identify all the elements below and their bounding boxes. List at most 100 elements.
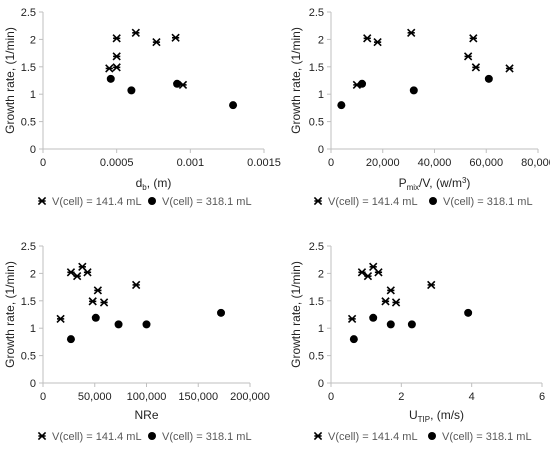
data-point-asterisk — [171, 33, 180, 42]
x-tick-label: 60,000 — [469, 157, 503, 169]
legend: V(cell) = 141.4 mL V(cell) = 318.1 mL — [37, 431, 252, 443]
data-point-asterisk — [363, 34, 372, 43]
y-tick-label: 2 — [318, 34, 324, 46]
data-point-asterisk — [471, 63, 481, 72]
data-point-asterisk — [112, 52, 121, 61]
data-point-circle — [407, 320, 416, 329]
y-tick-label: 2.5 — [309, 7, 324, 19]
data-point-asterisk — [112, 34, 121, 43]
y-tick-label: 2 — [30, 34, 36, 46]
y-tick-label: 2.5 — [21, 7, 36, 19]
legend-marker-circle — [148, 197, 156, 205]
legend-label: V(cell) = 141.4 mL — [52, 431, 142, 443]
data-point-circle — [66, 335, 75, 344]
data-point-asterisk — [463, 52, 473, 61]
data-point-asterisk — [374, 268, 383, 277]
data-point-asterisk — [391, 298, 401, 307]
data-point-circle — [229, 101, 238, 110]
legend-label: V(cell) = 318.1 mL — [443, 196, 533, 208]
data-point-circle — [386, 320, 395, 329]
data-point-asterisk — [407, 28, 416, 37]
x-tick-label: 0.001 — [177, 157, 205, 169]
series-2 — [349, 308, 473, 344]
x-tick-label: 200,000 — [230, 391, 270, 403]
x-axis-title: UTIP, (m/s) — [409, 408, 464, 424]
data-point-circle — [217, 308, 226, 317]
legend-label: V(cell) = 318.1 mL — [162, 431, 252, 443]
x-tick-label: 50,000 — [78, 391, 112, 403]
data-point-asterisk — [363, 271, 373, 281]
legend-label: V(cell) = 141.4 mL — [328, 196, 418, 208]
x-axis-title: Pmix/V, (w/m3) — [399, 176, 471, 192]
y-axis-title: Growth rate, (1/min) — [3, 27, 17, 134]
chart-panel-3: 0 0.5 1 1.5 2 2.5 0 50,000 100,000 150,000 200,000… — [3, 241, 270, 443]
data-point-asterisk — [99, 298, 109, 307]
y-axis-title: Growth rate, (1/min) — [289, 261, 303, 368]
data-point-asterisk — [131, 28, 140, 37]
legend-label: V(cell) = 141.4 mL — [52, 196, 142, 208]
y-tick-label: 1 — [318, 89, 324, 101]
legend: V(cell) = 141.4 mL V(cell) = 318.1 mL — [37, 196, 252, 208]
y-tick-label: 0 — [318, 144, 324, 156]
data-point-circle — [409, 86, 418, 95]
y-tick-label: 1.5 — [21, 296, 36, 308]
data-point-circle — [464, 308, 473, 317]
x-tick-label: 0 — [328, 157, 334, 169]
data-point-circle — [127, 86, 136, 95]
series-1 — [56, 262, 141, 324]
x-tick-label: 100,000 — [127, 391, 167, 403]
data-point-circle — [369, 313, 378, 322]
x-axis-title: NRe — [134, 408, 158, 422]
y-axis-title: Growth rate, (1/min) — [289, 27, 303, 134]
y-tick-label: 2.5 — [309, 241, 324, 253]
legend-label: V(cell) = 318.1 mL — [442, 431, 532, 443]
x-tick-label: 0 — [328, 391, 334, 403]
data-point-asterisk — [105, 64, 114, 73]
x-tick-label: 4 — [469, 391, 475, 403]
data-point-asterisk — [72, 271, 82, 281]
x-tick-label: 40,000 — [418, 157, 452, 169]
y-tick-label: 0 — [318, 378, 324, 390]
y-tick-label: 1.5 — [309, 62, 324, 74]
data-point-circle — [484, 74, 493, 83]
x-tick-label: 80,000 — [521, 157, 550, 169]
legend-marker-circle — [148, 432, 156, 440]
legend-marker-asterisk — [313, 196, 323, 206]
x-tick-label: 0 — [40, 391, 46, 403]
y-tick-label: 1 — [30, 323, 36, 335]
x-tick-label: 0.0005 — [100, 157, 134, 169]
legend-label: V(cell) = 318.1 mL — [162, 196, 252, 208]
legend-marker-asterisk — [313, 431, 323, 441]
data-point-asterisk — [373, 37, 382, 47]
data-point-asterisk — [66, 268, 76, 277]
data-point-asterisk — [505, 64, 514, 73]
data-point-asterisk — [357, 268, 367, 277]
x-tick-label: 6 — [539, 391, 545, 403]
y-tick-label: 0 — [30, 378, 36, 390]
legend: V(cell) = 141.4 mL V(cell) = 318.1 mL — [313, 196, 533, 208]
data-point-asterisk — [152, 37, 161, 47]
data-point-asterisk — [386, 286, 395, 295]
x-tick-label: 0.0015 — [247, 157, 281, 169]
data-point-circle — [114, 320, 123, 329]
data-point-circle — [337, 101, 346, 110]
series-1 — [105, 28, 188, 90]
y-tick-label: 0.5 — [309, 117, 324, 129]
legend-marker-asterisk — [37, 196, 47, 206]
data-point-circle — [349, 335, 358, 344]
data-point-circle — [173, 79, 182, 88]
y-tick-label: 1 — [318, 323, 324, 335]
legend-label: V(cell) = 141.4 mL — [328, 431, 418, 443]
x-tick-label: 150,000 — [178, 391, 218, 403]
y-axis-title: Growth rate, (1/min) — [3, 261, 17, 368]
legend-marker-asterisk — [37, 431, 47, 441]
data-point-asterisk — [347, 314, 357, 324]
legend-marker-circle — [428, 432, 436, 440]
y-tick-label: 1.5 — [309, 296, 324, 308]
y-tick-label: 2 — [30, 268, 36, 280]
y-tick-label: 0.5 — [309, 351, 324, 363]
data-point-asterisk — [83, 268, 92, 277]
series-1 — [347, 262, 436, 324]
x-tick-label: 0 — [40, 157, 46, 169]
